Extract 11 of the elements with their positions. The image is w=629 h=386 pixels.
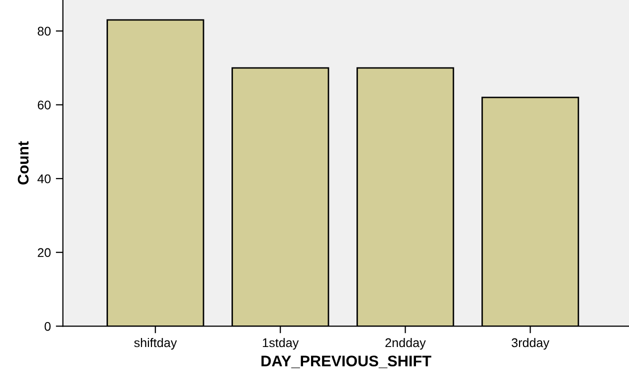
x-tick-label: 1stday (262, 338, 299, 350)
y-tick-label: 60 (38, 100, 51, 110)
y-axis-title: Count (18, 141, 29, 185)
x-tick-label: 2ndday (385, 338, 426, 350)
y-tick-label: 40 (37, 174, 51, 184)
y-tick-label: 20 (38, 248, 51, 258)
x-tick-label: 3rdday (512, 338, 550, 350)
x-axis-title: DAY_PREVIOUS_SHIFT (262, 356, 432, 368)
y-tick-label: 80 (38, 26, 51, 36)
x-tick-label: shiftday (134, 338, 177, 350)
y-tick-label: 0 (44, 322, 51, 331)
